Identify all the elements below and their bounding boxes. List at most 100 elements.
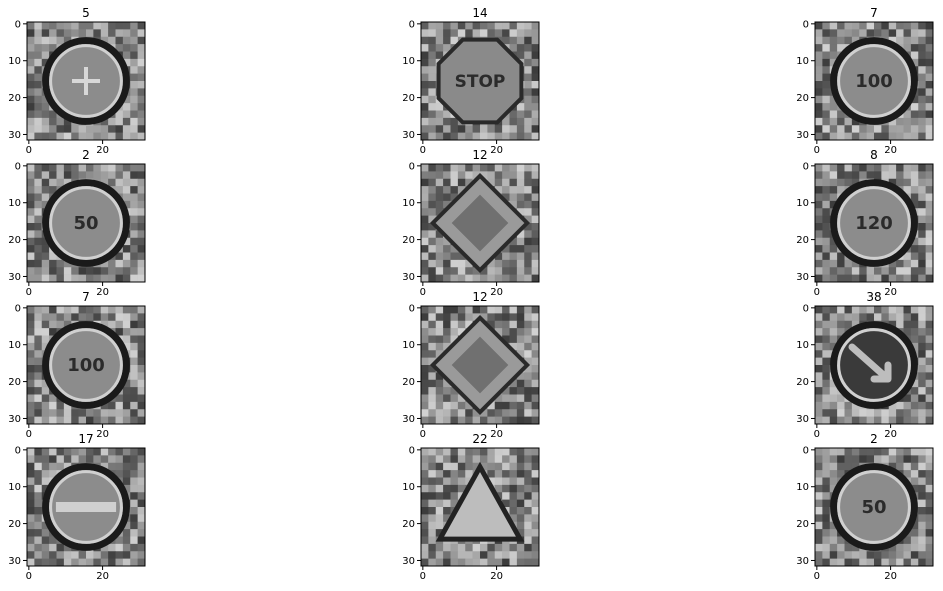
sign-image: 120 (815, 164, 934, 283)
y-tick-label: 0 (803, 161, 809, 172)
sign-glyph: 100 (67, 355, 105, 376)
sign-shape (830, 321, 918, 409)
subplot-title: 5 (82, 6, 90, 20)
y-tick-label: 30 (8, 272, 21, 283)
x-tick-label: 0 (26, 145, 32, 156)
sign-shape (429, 172, 531, 274)
y-tick-label: 30 (402, 414, 415, 425)
y-tick-label: 30 (796, 130, 809, 141)
y-tick-label: 20 (796, 377, 809, 388)
subplot-8: 12 0 10 20 30 0 20 (402, 290, 540, 440)
x-tick-label: 0 (814, 145, 820, 156)
y-tick-label: 10 (402, 56, 415, 67)
x-tick-label: 20 (96, 571, 109, 582)
x-tick-label: 0 (26, 287, 32, 298)
y-tick-label: 0 (409, 161, 415, 172)
axes-frame (26, 447, 146, 567)
sign-glyph: 120 (855, 213, 893, 234)
y-tick-label: 0 (15, 161, 21, 172)
y-tick-label: 20 (402, 519, 415, 530)
sign-image: 100 (815, 22, 934, 141)
y-tick-label: 0 (409, 303, 415, 314)
x-tick-label: 0 (420, 429, 426, 440)
subplot-title: 22 (472, 432, 487, 446)
x-tick-label: 20 (490, 571, 503, 582)
x-tick-label: 20 (96, 145, 109, 156)
subplot-title: 38 (866, 290, 881, 304)
sign-glyph: 50 (73, 213, 98, 234)
x-tick-label: 20 (884, 287, 897, 298)
y-tick-label: 10 (402, 482, 415, 493)
y-tick-label: 10 (796, 198, 809, 209)
y-tick-label: 20 (796, 235, 809, 246)
axes-frame (26, 163, 146, 283)
sign-image (421, 448, 540, 567)
sign-glyph: 50 (861, 497, 886, 518)
subplot-title: 8 (870, 148, 878, 162)
y-tick-label: 20 (796, 519, 809, 530)
y-tick-label: 20 (8, 235, 21, 246)
y-tick-label: 20 (796, 93, 809, 104)
axes-frame (420, 447, 540, 567)
subplot-7: 100 7 0 10 20 30 0 20 (8, 290, 146, 440)
subplot-title: 12 (472, 290, 487, 304)
subplot-6: 120 8 0 10 20 30 0 20 (796, 148, 934, 298)
x-tick-label: 20 (884, 571, 897, 582)
y-tick-label: 0 (803, 303, 809, 314)
subplot-title: 17 (78, 432, 93, 446)
x-tick-label: 0 (420, 145, 426, 156)
axes-frame (420, 21, 540, 141)
sign-shape: 100 (830, 37, 918, 125)
subplot-1: 5 0 10 20 30 0 20 (8, 6, 146, 156)
subplot-title: 14 (472, 6, 487, 20)
subplot-title: 12 (472, 148, 487, 162)
sign-shape (42, 463, 130, 551)
sign-image: 100 (27, 306, 146, 425)
x-tick-label: 20 (490, 145, 503, 156)
x-tick-label: 0 (26, 429, 32, 440)
sign-shape: 50 (42, 179, 130, 267)
sign-glyph: STOP (455, 72, 506, 92)
axes-frame (420, 305, 540, 425)
y-tick-label: 0 (803, 445, 809, 456)
x-tick-label: 20 (884, 145, 897, 156)
y-tick-label: 20 (8, 377, 21, 388)
y-tick-label: 10 (402, 198, 415, 209)
axes-frame (814, 305, 934, 425)
y-tick-label: 30 (8, 130, 21, 141)
axes-frame (814, 163, 934, 283)
subplot-11: 22 0 10 20 30 0 20 (402, 432, 540, 582)
subplot-10: 17 0 10 20 30 0 20 (8, 432, 146, 582)
sign-image (27, 448, 146, 567)
y-tick-label: 0 (409, 445, 415, 456)
y-tick-label: 0 (409, 19, 415, 30)
y-tick-label: 0 (15, 445, 21, 456)
y-tick-label: 20 (8, 93, 21, 104)
x-tick-label: 20 (96, 429, 109, 440)
y-tick-label: 0 (15, 19, 21, 30)
sign-shape: 120 (830, 179, 918, 267)
y-tick-label: 0 (803, 19, 809, 30)
y-tick-label: 30 (402, 272, 415, 283)
y-tick-label: 10 (8, 482, 21, 493)
axes-frame (814, 21, 934, 141)
y-tick-label: 20 (402, 235, 415, 246)
x-tick-label: 0 (420, 571, 426, 582)
y-tick-label: 0 (15, 303, 21, 314)
subplot-title: 7 (870, 6, 878, 20)
sign-shape (42, 37, 130, 125)
x-tick-label: 20 (96, 287, 109, 298)
subplot-title: 2 (82, 148, 90, 162)
y-tick-label: 10 (8, 56, 21, 67)
sign-shape: 50 (830, 463, 918, 551)
y-tick-label: 10 (8, 340, 21, 351)
y-tick-label: 30 (796, 556, 809, 567)
y-tick-label: 10 (796, 340, 809, 351)
x-tick-label: 0 (420, 287, 426, 298)
sign-shape: STOP (436, 37, 524, 125)
sign-image (421, 164, 540, 283)
x-tick-label: 0 (814, 571, 820, 582)
x-tick-label: 20 (490, 287, 503, 298)
y-tick-label: 10 (402, 340, 415, 351)
